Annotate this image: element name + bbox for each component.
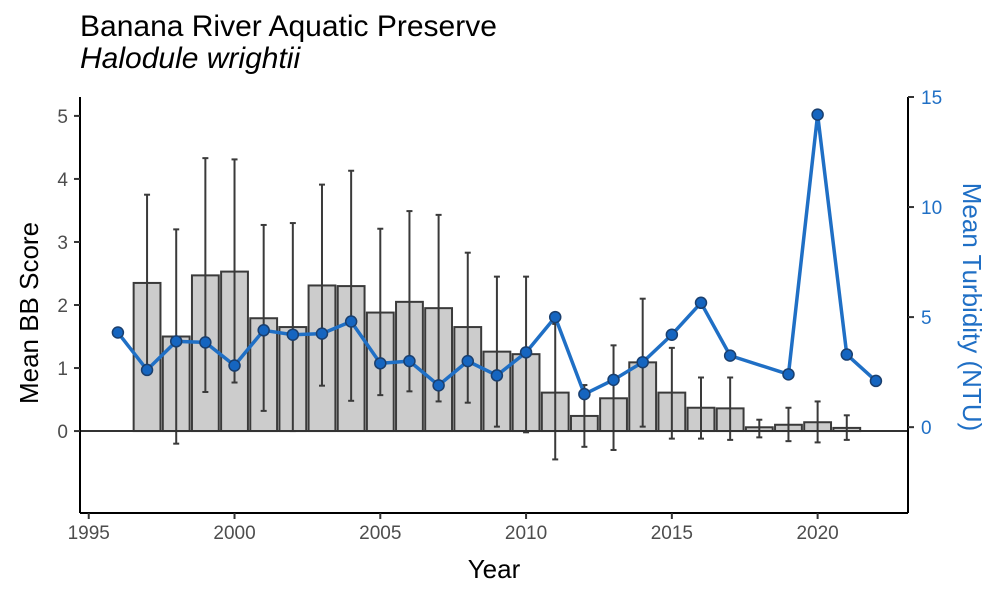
turbidity-point [665, 328, 679, 341]
y2-tick-label: 5 [921, 308, 932, 329]
turbidity-point [636, 355, 649, 369]
turbidity-point [548, 310, 562, 324]
y2-tick-label: 0 [921, 418, 932, 439]
y-tick-label: 3 [57, 233, 68, 254]
turbidity-series [111, 108, 883, 401]
y-tick-label: 4 [57, 170, 68, 191]
y-tick-label: 2 [57, 296, 68, 317]
turbidity-point [840, 348, 854, 361]
y-tick-label: 5 [57, 107, 68, 128]
x-tick-label: 1995 [68, 523, 110, 544]
x-tick-label: 2015 [651, 523, 693, 544]
turbidity-line [116, 112, 878, 396]
turbidity-point [432, 379, 445, 392]
x-tick-label: 2005 [359, 523, 401, 544]
y2-tick-label: 10 [921, 198, 942, 219]
turbidity-point [169, 335, 183, 348]
turbidity-point [490, 369, 504, 382]
chart-title: Banana River Aquatic Preserve [80, 10, 497, 43]
turbidity-point [519, 346, 533, 359]
turbidity-point [811, 108, 824, 121]
x-axis-label: Year [468, 554, 521, 584]
chart-subtitle: Halodule wrightii [80, 42, 301, 75]
turbidity-point [403, 354, 416, 368]
turbidity-point [782, 368, 795, 381]
turbidity-point [578, 387, 591, 401]
x-tick-label: 2000 [213, 523, 255, 544]
turbidity-point [286, 328, 300, 341]
y-tick-label: 0 [57, 422, 68, 443]
turbidity-point [344, 315, 358, 328]
turbidity-point [140, 363, 154, 377]
turbidity-point [228, 359, 241, 372]
turbidity-point [315, 327, 329, 340]
y-axis-label: Mean BB Score [14, 222, 44, 404]
turbidity-point [607, 373, 620, 387]
y2-axis-label: Mean Turbidity (NTU) [957, 183, 987, 432]
turbidity-point [111, 326, 125, 339]
x-tick-label: 2020 [796, 523, 838, 544]
turbidity-point [257, 324, 270, 337]
axis-ticks: 0 1 2 3 4 5 0 5 10 15 1995 2000 2005 2010 2015 2020 [57, 88, 942, 544]
y-tick-label: 1 [57, 359, 68, 380]
turbidity-point [199, 336, 212, 349]
y2-tick-label: 15 [921, 88, 942, 109]
x-tick-label: 2010 [505, 523, 547, 544]
turbidity-point [869, 374, 883, 388]
turbidity-point [694, 296, 708, 310]
turbidity-point [461, 354, 475, 368]
turbidity-point [723, 349, 737, 362]
turbidity-point [374, 357, 387, 370]
